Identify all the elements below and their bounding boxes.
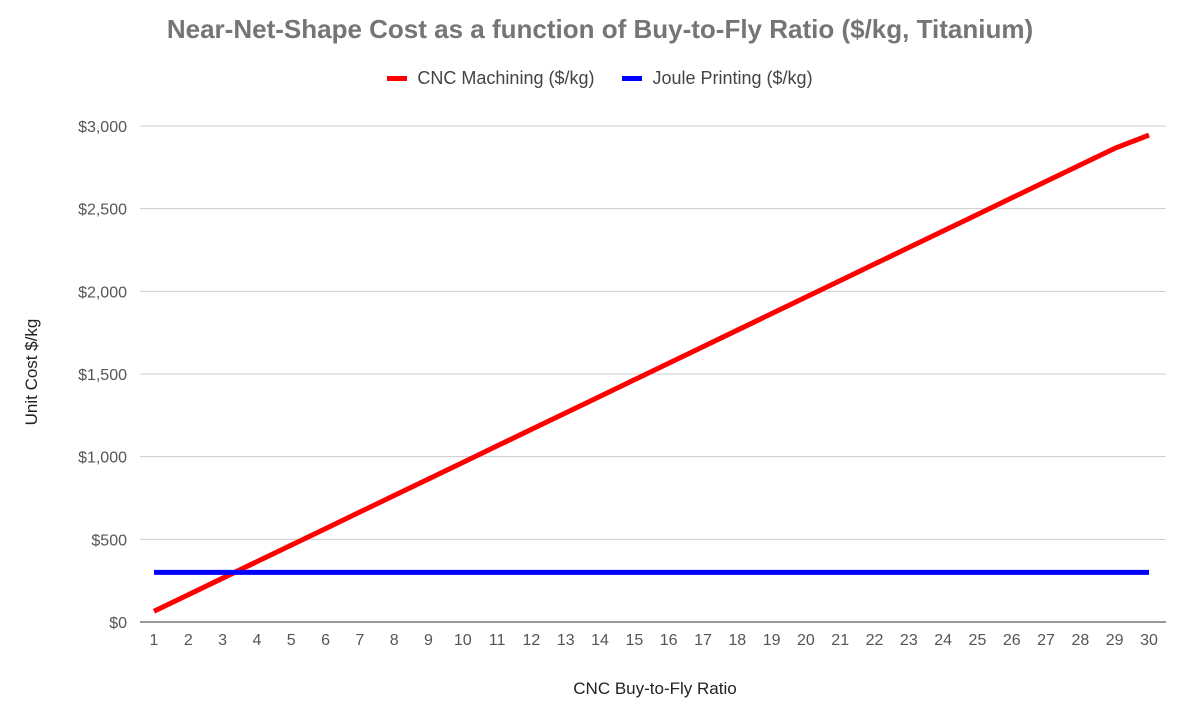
legend-label-cnc: CNC Machining ($/kg) [417,68,595,88]
y-tick-label: $2,000 [78,284,127,301]
x-tick-label: 9 [424,632,433,649]
series-lines [152,132,1150,614]
x-tick-label: 8 [390,632,399,649]
x-tick-label: 19 [763,632,781,649]
x-tick-label: 5 [287,632,296,649]
x-tick-label: 28 [1071,632,1089,649]
x-tick-label: 15 [625,632,643,649]
legend-swatch-joule [622,76,643,81]
y-tick-label: $0 [109,615,127,632]
y-tick-label: $1,500 [78,367,127,384]
x-tick-label: 7 [355,632,364,649]
series-line-cnc [152,132,1150,614]
legend-item-joule: Joule Printing ($/kg) [622,68,813,89]
x-tick-label: 13 [557,632,575,649]
x-tick-label: 16 [660,632,678,649]
legend-label-joule: Joule Printing ($/kg) [652,68,813,88]
legend: CNC Machining ($/kg) Joule Printing ($/k… [0,68,1200,89]
chart-title: Near-Net-Shape Cost as a function of Buy… [166,14,1034,44]
x-tick-label: 26 [1003,632,1021,649]
y-tick-label: $500 [91,532,127,549]
x-tick-label: 6 [321,632,330,649]
x-tick-label: 18 [728,632,746,649]
x-tick-label: 23 [900,632,918,649]
y-axis-title: Unit Cost $/kg [22,319,41,426]
x-tick-label: 25 [969,632,987,649]
x-tick-label: 11 [489,632,506,649]
x-tick-label: 3 [218,632,227,649]
x-tick-labels: 1 2 3 4 5 6 7 8 9 10 11 12 13 14 15 16 17 18 19 20 21 22 23 24 2… [150,632,1158,649]
x-tick-label: 27 [1037,632,1055,649]
x-tick-label: 2 [184,632,193,649]
x-tick-label: 17 [694,632,712,649]
x-tick-label: 24 [934,632,952,649]
y-tick-labels: $0 $500 $1,000 $1,500 $2,000 $2,500 $3,000 [78,119,127,632]
x-tick-label: 14 [591,632,609,649]
x-tick-label: 1 [150,632,159,649]
y-tick-label: $1,000 [78,450,127,467]
x-tick-label: 4 [252,632,261,649]
x-tick-label: 30 [1140,632,1158,649]
legend-item-cnc: CNC Machining ($/kg) [387,68,594,89]
x-tick-label: 12 [523,632,541,649]
y-tick-label: $2,500 [78,202,127,219]
x-axis-title: CNC Buy-to-Fly Ratio [573,679,736,698]
x-tick-label: 29 [1106,632,1124,649]
legend-swatch-cnc [387,76,408,81]
x-tick-label: 10 [454,632,472,649]
y-tick-label: $3,000 [78,119,127,136]
x-tick-label: 20 [797,632,815,649]
x-tick-label: 21 [831,632,849,649]
x-tick-label: 22 [866,632,884,649]
